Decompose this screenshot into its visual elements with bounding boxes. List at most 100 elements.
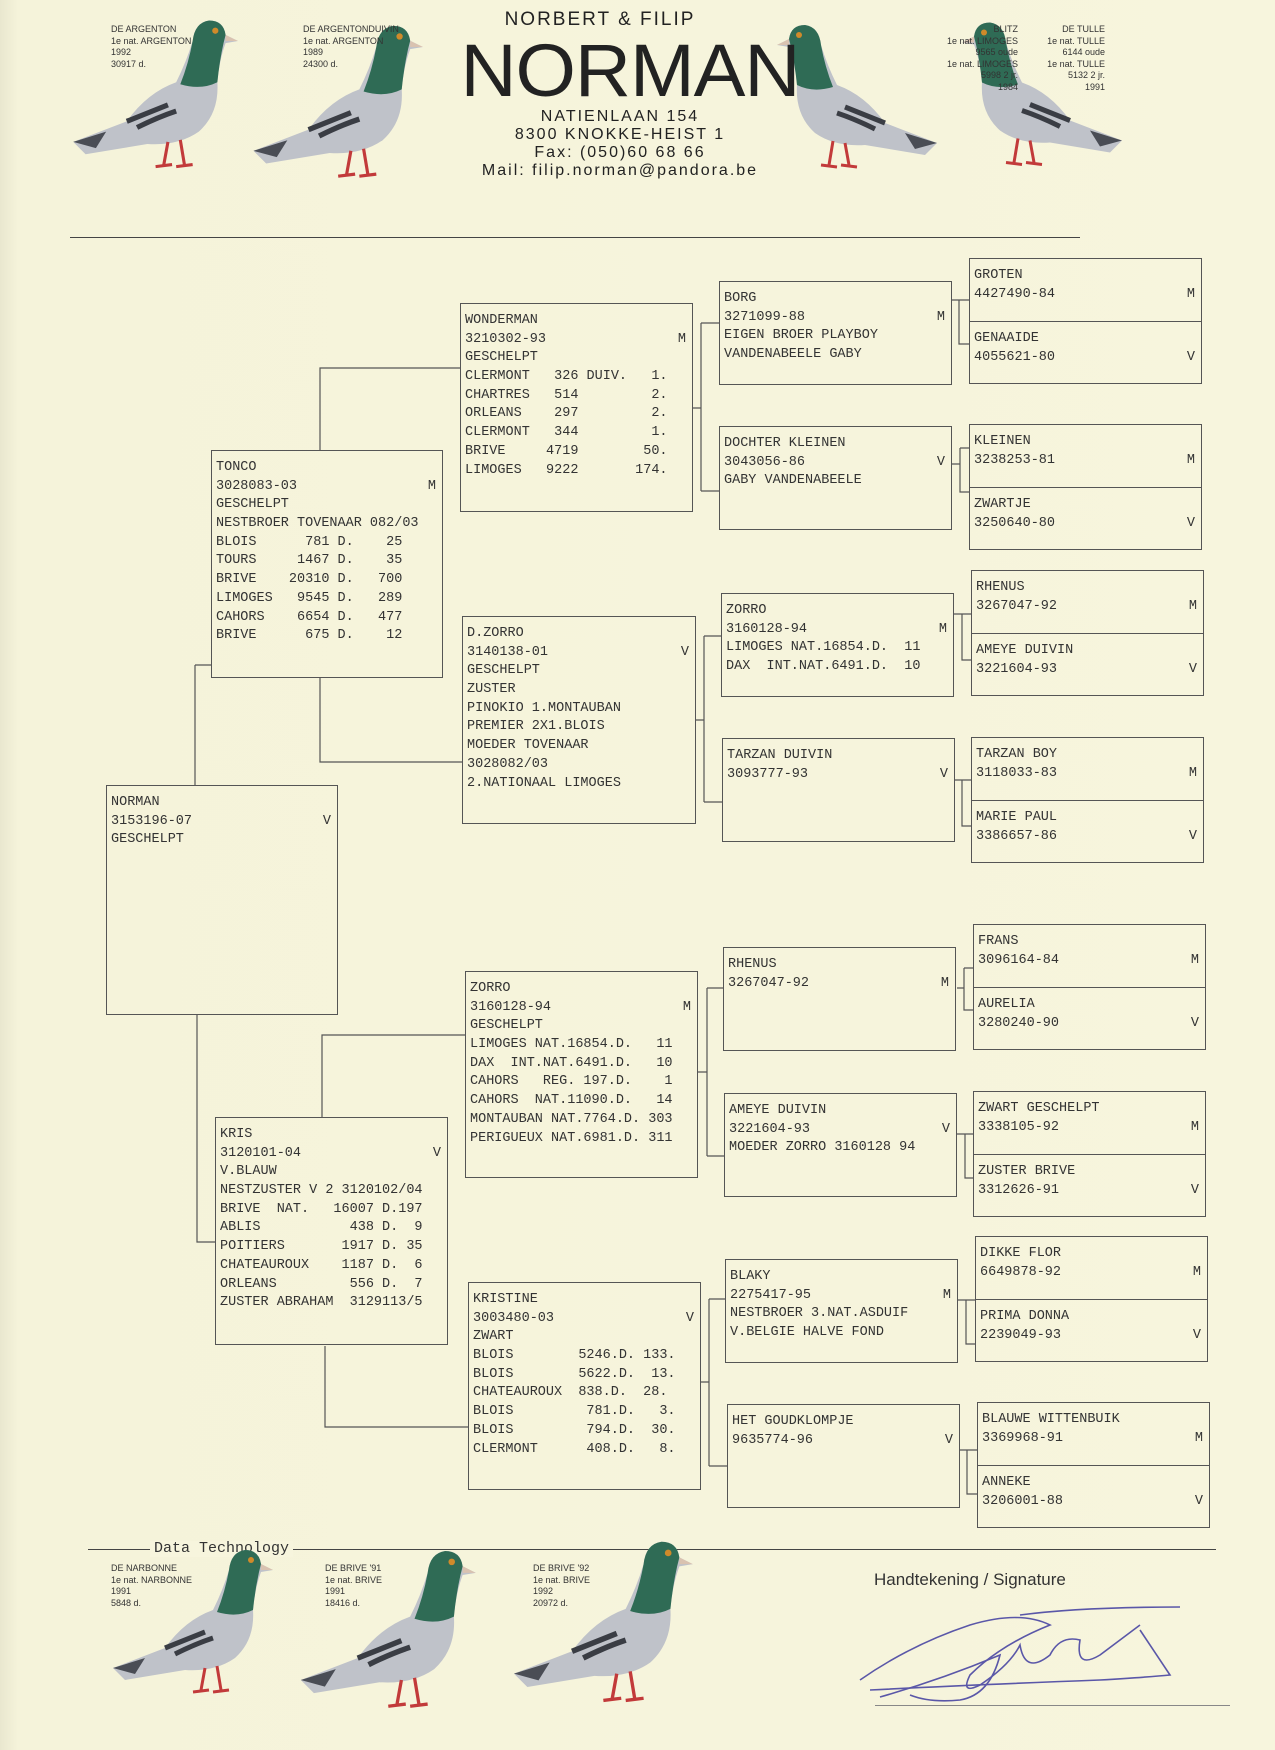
- gen4-sire[interactable]: RHENUS 3267047-92 M: [972, 571, 1203, 633]
- ring-number: 3271099-88: [724, 309, 806, 325]
- ring-number-row: 3206001-88 V: [982, 1493, 1205, 1512]
- caption-line: 1991: [1084, 81, 1105, 92]
- sex-marker: V: [1186, 349, 1195, 365]
- detail-line: NESTBROER 3.NAT.ASDUIF: [730, 1306, 909, 1322]
- caption-line: 1989: [303, 47, 324, 57]
- bird-name: ZWART GESCHELPT: [978, 1101, 1100, 1116]
- bird-name: GROTEN: [974, 268, 1023, 283]
- sex-marker: M: [940, 975, 949, 991]
- caption-line: 30917 d.: [111, 58, 147, 69]
- caption-line: 1e nat. BRIVE: [325, 1574, 383, 1585]
- sex-marker: V: [1194, 1493, 1203, 1509]
- sex-marker: V: [685, 1310, 694, 1326]
- gen4-dam[interactable]: ZWARTJE 3250640-80 V: [970, 487, 1201, 549]
- ring-number: 3238253-81: [974, 452, 1056, 468]
- gen4-sire[interactable]: BLAUWE WITTENBUIK 3369968-91 M: [978, 1403, 1209, 1465]
- bird-name: TARZAN DUIVIN: [727, 748, 833, 763]
- ring-number: 3096164-84: [978, 952, 1060, 968]
- caption-line: 18416 d.: [325, 1597, 361, 1608]
- ring-number-row: 3003480-03 V: [473, 1310, 696, 1329]
- gen4-dam[interactable]: AURELIA 3280240-90 V: [974, 987, 1205, 1049]
- address-mail: Mail: filip.norman@pandora.be: [481, 162, 759, 179]
- ring-number-row: 3153196-07 V: [111, 813, 333, 832]
- pedigree-box-sire[interactable]: TONCO 3028083-03 M GESCHELPT NESTBROER TOVEN…: [211, 450, 443, 678]
- gen4-dam[interactable]: ANNEKE 3206001-88 V: [978, 1465, 1209, 1527]
- address-fax: Fax: (050)60 68 66: [534, 144, 706, 161]
- sex-marker: M: [1186, 452, 1195, 468]
- ring-number-row: 4427490-84 M: [974, 286, 1197, 305]
- detail-line: BLOIS 5622.D. 13.: [473, 1366, 676, 1382]
- ring-number: 3003480-03: [473, 1310, 555, 1326]
- bird-name: BLAKY: [730, 1269, 771, 1284]
- gen4-dam[interactable]: MARIE PAUL 3386657-86 V: [972, 800, 1203, 862]
- pedigree-box-sire-dam[interactable]: D.ZORRO 3140138-01 V GESCHELPT ZUSTER PINOKIO…: [462, 616, 696, 824]
- sex-marker: V: [1190, 1182, 1199, 1198]
- detail-line: VANDENABEELE GABY: [724, 347, 862, 363]
- pigeon-photo-de-brive-92: [505, 1530, 695, 1710]
- detail-line: GESCHELPT: [216, 497, 289, 513]
- data-technology-label: Data Technology: [150, 1541, 294, 1557]
- pedigree-box-gen3[interactable]: HET GOUDKLOMPJE 9635774-96 V: [727, 1404, 960, 1508]
- bird-name: KLEINEN: [974, 434, 1031, 449]
- detail-line: CHARTRES 514 2.: [465, 387, 668, 403]
- bird-name: BORG: [724, 291, 757, 306]
- detail-line: EIGEN BROER PLAYBOY: [724, 328, 878, 344]
- gen4-sire[interactable]: FRANS 3096164-84 M: [974, 925, 1205, 987]
- pedigree-box-dam-sire[interactable]: ZORRO 3160128-94 M GESCHELPT LIMOGES NAT.168…: [465, 971, 698, 1178]
- detail-line: V.BELGIE HALVE FOND: [730, 1325, 884, 1341]
- gen4-dam[interactable]: PRIMA DONNA 2239049-93 V: [976, 1299, 1207, 1361]
- bird-name: WONDERMAN: [465, 313, 538, 328]
- bird-name: DIKKE FLOR: [980, 1246, 1062, 1261]
- pedigree-box-dam-dam[interactable]: KRISTINE 3003480-03 V ZWART BLOIS 5246.D. 13…: [468, 1282, 701, 1490]
- pedigree-box-gen3[interactable]: ZORRO 3160128-94 M LIMOGES NAT.16854.D. 11 D…: [721, 593, 954, 697]
- ring-number-row: 3210302-93 M: [465, 331, 688, 350]
- caption-line: DE ARGENTONDUIVIN: [303, 24, 399, 34]
- bird-name: RHENUS: [728, 957, 777, 972]
- gen4-sire[interactable]: ZWART GESCHELPT 3338105-92 M: [974, 1092, 1205, 1154]
- detail-line: CLERMONT 344 1.: [465, 425, 668, 441]
- gen4-sire[interactable]: TARZAN BOY 3118033-83 M: [972, 738, 1203, 800]
- gen4-dam[interactable]: GENAAIDE 4055621-80 V: [970, 321, 1201, 383]
- pedigree-box-gen3[interactable]: BORG 3271099-88 M EIGEN BROER PLAYBOY VANDEN…: [719, 281, 952, 385]
- detail-line: ORLEANS 297 2.: [465, 406, 668, 422]
- ring-number: 6649878-92: [980, 1264, 1062, 1280]
- pedigree-box-gen3[interactable]: AMEYE DUIVIN 3221604-93 V MOEDER ZORRO 3160…: [724, 1093, 957, 1197]
- detail-line: BLOIS 781.D. 3.: [473, 1404, 676, 1420]
- pedigree-box-sire-sire[interactable]: WONDERMAN 3210302-93 M GESCHELPT CLERMONT 32…: [460, 303, 693, 512]
- ring-number-row: 3250640-80 V: [974, 515, 1197, 534]
- gen4-sire[interactable]: GROTEN 4427490-84 M: [970, 259, 1201, 321]
- ring-number-row: 2239049-93 V: [980, 1327, 1203, 1346]
- detail-line: CAHORS 6654 D. 477: [216, 609, 403, 625]
- caption-line: DE TULLE: [1062, 24, 1105, 34]
- bird-name: AMEYE DUIVIN: [729, 1103, 827, 1118]
- handwritten-signature: [859, 1606, 1181, 1702]
- gen4-sire[interactable]: KLEINEN 3238253-81 M: [970, 425, 1201, 487]
- ring-number: 3312626-91: [978, 1182, 1060, 1198]
- pedigree-box-subject[interactable]: NORMAN 3153196-07 V GESCHELPT: [106, 785, 338, 1015]
- pedigree-box-gen3[interactable]: TARZAN DUIVIN 3093777-93 V: [722, 738, 955, 842]
- header-subtitle: NORBERT & FILIP: [504, 9, 696, 30]
- pedigree-box-gen3[interactable]: RHENUS 3267047-92 M: [723, 947, 956, 1051]
- sex-marker: M: [427, 478, 436, 494]
- sex-marker: M: [1190, 952, 1199, 968]
- gen4-sire[interactable]: DIKKE FLOR 6649878-92 M: [976, 1237, 1207, 1299]
- detail-line: BLOIS 5246.D. 133.: [473, 1348, 676, 1364]
- ring-number-row: 3160128-94 M: [726, 621, 949, 640]
- sex-marker: V: [941, 1121, 950, 1137]
- detail-line: ABLIS 438 D. 9: [220, 1220, 423, 1236]
- detail-line: BRIVE 20310 D. 700: [216, 572, 403, 588]
- sex-marker: M: [677, 331, 686, 347]
- bird-name: NORMAN: [111, 795, 160, 810]
- gen4-dam[interactable]: ZUSTER BRIVE 3312626-91 V: [974, 1154, 1205, 1216]
- bird-name: KRISTINE: [473, 1292, 538, 1307]
- ring-number: 3043056-86: [724, 454, 806, 470]
- detail-line: TOURS 1467 D. 35: [216, 553, 403, 569]
- gen4-dam[interactable]: AMEYE DUIVIN 3221604-93 V: [972, 633, 1203, 695]
- ring-number-row: 3118033-83 M: [976, 765, 1199, 784]
- pedigree-box-gen3[interactable]: BLAKY 2275417-95 M NESTBROER 3.NAT.ASDUIF V.…: [725, 1259, 958, 1363]
- sex-marker: V: [1188, 828, 1197, 844]
- pedigree-box-dam[interactable]: KRIS 3120101-04 V V.BLAUW NESTZUSTER V 2 312…: [215, 1117, 448, 1345]
- detail-line: PERIGUEUX NAT.6981.D. 311: [470, 1130, 673, 1146]
- pedigree-box-gen3[interactable]: DOCHTER KLEINEN 3043056-86 V GABY VANDENABE…: [719, 426, 952, 530]
- ring-number-row: 3160128-94 M: [470, 999, 693, 1018]
